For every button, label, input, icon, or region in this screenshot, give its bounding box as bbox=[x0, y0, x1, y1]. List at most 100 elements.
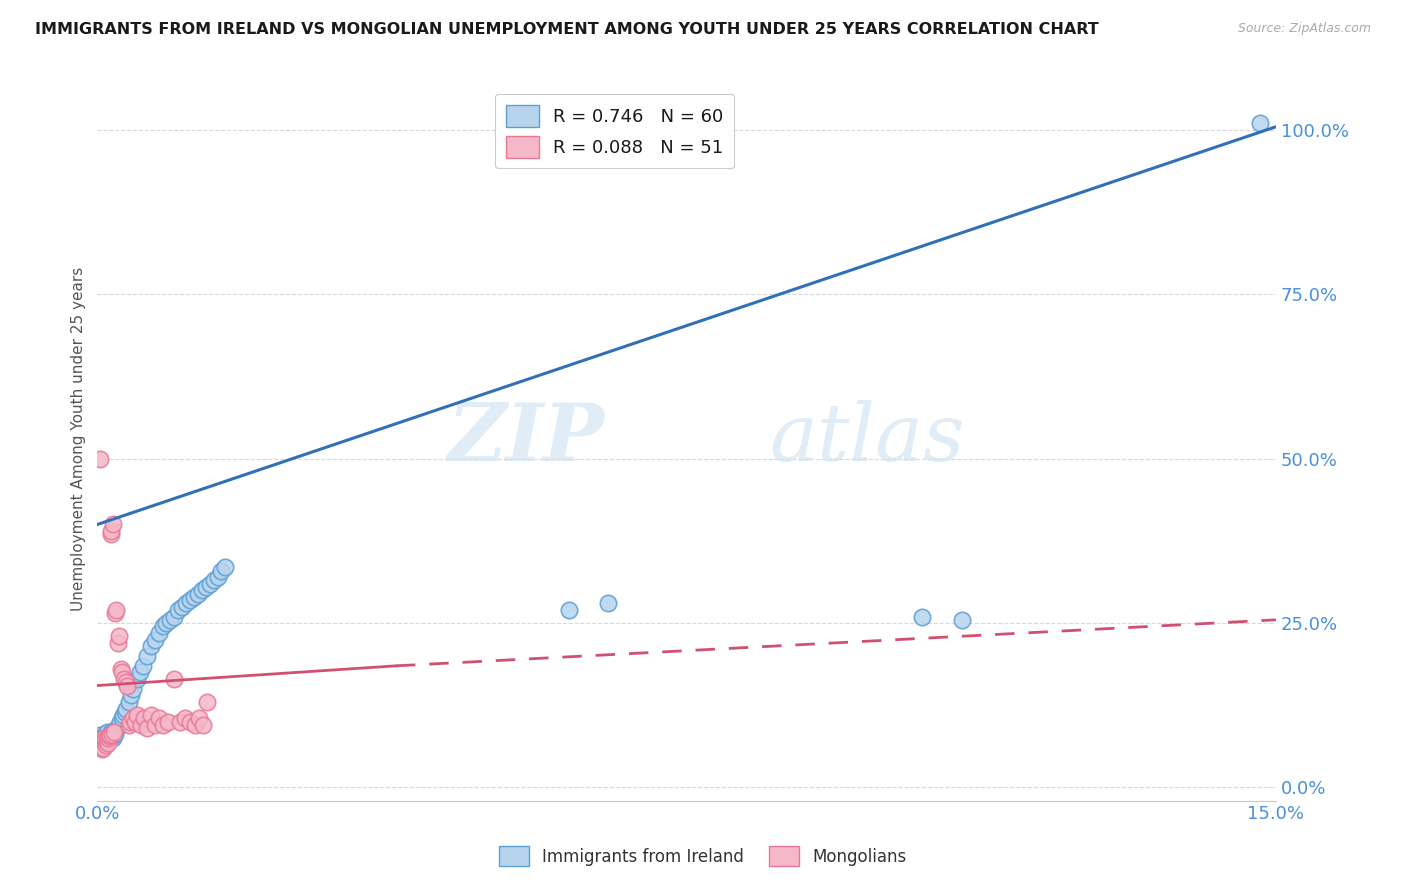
Point bbox=[97, 731, 120, 746]
Point bbox=[87, 733, 110, 747]
Point bbox=[104, 723, 127, 737]
Point bbox=[115, 701, 138, 715]
Point bbox=[104, 606, 127, 620]
Point bbox=[596, 596, 619, 610]
Point bbox=[129, 718, 152, 732]
Point bbox=[91, 742, 114, 756]
Point bbox=[118, 718, 141, 732]
Point bbox=[139, 639, 162, 653]
Point bbox=[89, 736, 111, 750]
Legend: Immigrants from Ireland, Mongolians: Immigrants from Ireland, Mongolians bbox=[492, 839, 914, 873]
Point bbox=[103, 724, 125, 739]
Point bbox=[111, 711, 134, 725]
Text: Source: ZipAtlas.com: Source: ZipAtlas.com bbox=[1237, 22, 1371, 36]
Point bbox=[91, 741, 114, 756]
Point bbox=[135, 648, 157, 663]
Point bbox=[121, 711, 143, 725]
Point bbox=[98, 729, 121, 743]
Point bbox=[89, 738, 111, 752]
Point bbox=[90, 731, 112, 746]
Point bbox=[135, 721, 157, 735]
Point bbox=[96, 734, 118, 748]
Point bbox=[1249, 116, 1271, 130]
Text: atlas: atlas bbox=[769, 401, 965, 478]
Text: IMMIGRANTS FROM IRELAND VS MONGOLIAN UNEMPLOYMENT AMONG YOUTH UNDER 25 YEARS COR: IMMIGRANTS FROM IRELAND VS MONGOLIAN UNE… bbox=[35, 22, 1099, 37]
Point bbox=[97, 734, 120, 748]
Point bbox=[157, 714, 180, 729]
Point bbox=[143, 632, 166, 647]
Point bbox=[93, 729, 115, 743]
Point bbox=[118, 695, 141, 709]
Point bbox=[94, 726, 117, 740]
Point bbox=[93, 733, 115, 747]
Point bbox=[174, 596, 197, 610]
Y-axis label: Unemployment Among Youth under 25 years: Unemployment Among Youth under 25 years bbox=[72, 267, 86, 611]
Point bbox=[911, 609, 934, 624]
Point bbox=[107, 718, 129, 732]
Point bbox=[179, 593, 201, 607]
Point bbox=[103, 728, 125, 742]
Point bbox=[120, 714, 142, 729]
Point bbox=[214, 560, 236, 574]
Point bbox=[112, 708, 135, 723]
Point bbox=[211, 564, 233, 578]
Point bbox=[89, 451, 111, 466]
Point bbox=[191, 583, 214, 598]
Point bbox=[100, 524, 122, 538]
Point bbox=[97, 731, 120, 746]
Point bbox=[101, 726, 124, 740]
Point bbox=[152, 619, 174, 633]
Point bbox=[132, 658, 155, 673]
Point bbox=[107, 636, 129, 650]
Point bbox=[163, 609, 186, 624]
Point bbox=[101, 517, 124, 532]
Point bbox=[100, 724, 122, 739]
Point bbox=[115, 679, 138, 693]
Legend: R = 0.746   N = 60, R = 0.088   N = 51: R = 0.746 N = 60, R = 0.088 N = 51 bbox=[495, 94, 734, 169]
Point bbox=[91, 734, 114, 748]
Point bbox=[120, 689, 142, 703]
Point bbox=[91, 736, 114, 750]
Point bbox=[104, 726, 127, 740]
Point bbox=[194, 580, 217, 594]
Point bbox=[101, 731, 124, 746]
Point bbox=[100, 527, 122, 541]
Point bbox=[98, 728, 121, 742]
Point bbox=[125, 672, 148, 686]
Point bbox=[950, 613, 973, 627]
Point bbox=[98, 729, 121, 743]
Point bbox=[111, 665, 134, 680]
Point bbox=[148, 711, 170, 725]
Point bbox=[114, 705, 136, 719]
Point bbox=[198, 576, 221, 591]
Point bbox=[114, 675, 136, 690]
Point bbox=[148, 626, 170, 640]
Point bbox=[139, 708, 162, 723]
Point bbox=[132, 711, 155, 725]
Point bbox=[93, 734, 115, 748]
Point bbox=[93, 731, 115, 746]
Point bbox=[128, 665, 150, 680]
Point bbox=[89, 728, 111, 742]
Point bbox=[179, 714, 201, 729]
Point bbox=[163, 672, 186, 686]
Point bbox=[94, 733, 117, 747]
Point bbox=[558, 603, 581, 617]
Point bbox=[167, 603, 190, 617]
Point bbox=[193, 718, 215, 732]
Point bbox=[105, 721, 128, 735]
Point bbox=[110, 662, 132, 676]
Point bbox=[188, 711, 211, 725]
Point bbox=[172, 599, 194, 614]
Point bbox=[108, 714, 131, 729]
Point bbox=[195, 695, 218, 709]
Point bbox=[97, 736, 120, 750]
Point bbox=[90, 739, 112, 754]
Point bbox=[169, 714, 191, 729]
Point bbox=[100, 726, 122, 740]
Point bbox=[105, 603, 128, 617]
Point bbox=[122, 681, 145, 696]
Point bbox=[94, 738, 117, 752]
Point bbox=[98, 728, 121, 742]
Point bbox=[89, 738, 111, 752]
